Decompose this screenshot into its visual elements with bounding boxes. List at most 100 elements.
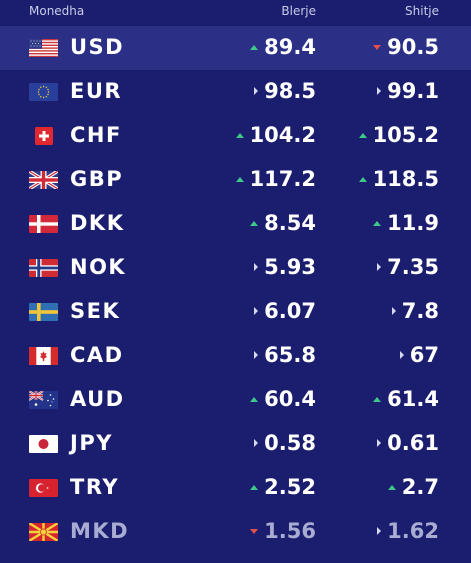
buy-value: 98.5 (264, 79, 316, 103)
currency-code: MKD (70, 519, 130, 543)
sell-value: 90.5 (387, 35, 439, 59)
sell-rate: 11.9 (373, 211, 439, 235)
trend-up-icon (358, 132, 367, 138)
rate-row-gbp[interactable]: GBP 117.2 118.5 (0, 158, 471, 202)
trend-flat-icon (377, 439, 382, 447)
sell-rate: 90.5 (373, 35, 439, 59)
trend-up-icon (373, 396, 382, 402)
trend-flat-icon (254, 87, 259, 95)
header-buy: Blerje (281, 4, 316, 18)
trend-flat-icon (254, 351, 259, 359)
rate-row-eur[interactable]: EUR 98.5 99.1 (0, 70, 471, 114)
trend-flat-icon (254, 263, 259, 271)
rate-row-sek[interactable]: SEK 6.07 7.8 (0, 290, 471, 334)
trend-up-icon (373, 220, 382, 226)
buy-rate: 0.58 (254, 431, 316, 455)
rate-row-jpy[interactable]: JPY 0.58 0.61 (0, 422, 471, 466)
trend-up-icon (250, 44, 259, 50)
currency-code: CAD (70, 343, 124, 367)
buy-rate: 5.93 (254, 255, 316, 279)
tr-flag-icon (29, 479, 58, 497)
sell-value: 118.5 (372, 167, 439, 191)
gb-flag-icon (29, 171, 58, 189)
sell-rate: 118.5 (358, 167, 439, 191)
sell-rate: 7.8 (391, 299, 439, 323)
buy-value: 60.4 (264, 387, 316, 411)
sell-value: 105.2 (372, 123, 439, 147)
header-currency: Monedha (29, 4, 85, 18)
sell-value: 2.7 (401, 475, 439, 499)
sell-rate: 1.62 (377, 519, 439, 543)
currency-code: GBP (70, 167, 124, 191)
buy-rate: 1.56 (250, 519, 316, 543)
table-header: Monedha Blerje Shitje (0, 0, 471, 26)
buy-value: 5.93 (264, 255, 316, 279)
buy-value: 65.8 (264, 343, 316, 367)
trend-up-icon (235, 132, 244, 138)
trend-flat-icon (377, 527, 382, 535)
buy-value: 1.56 (264, 519, 316, 543)
sell-rate: 7.35 (377, 255, 439, 279)
buy-rate: 89.4 (250, 35, 316, 59)
ca-flag-icon (29, 347, 58, 365)
buy-rate: 60.4 (250, 387, 316, 411)
currency-code: NOK (70, 255, 127, 279)
rate-row-mkd[interactable]: MKD 1.56 1.62 (0, 510, 471, 554)
eu-flag-icon (29, 83, 58, 101)
sell-value: 0.61 (387, 431, 439, 455)
sell-value: 7.35 (387, 255, 439, 279)
buy-value: 2.52 (264, 475, 316, 499)
trend-flat-icon (254, 307, 259, 315)
rate-row-cad[interactable]: CAD 65.8 67 (0, 334, 471, 378)
buy-value: 104.2 (249, 123, 316, 147)
sell-rate: 99.1 (377, 79, 439, 103)
trend-up-icon (235, 176, 244, 182)
dk-flag-icon (29, 215, 58, 233)
rate-row-aud[interactable]: AUD 60.4 61.4 (0, 378, 471, 422)
sell-value: 7.8 (401, 299, 439, 323)
au-flag-icon (29, 391, 58, 409)
buy-rate: 65.8 (254, 343, 316, 367)
buy-rate: 2.52 (250, 475, 316, 499)
sell-value: 99.1 (387, 79, 439, 103)
sell-rate: 105.2 (358, 123, 439, 147)
jp-flag-icon (29, 435, 58, 453)
buy-value: 0.58 (264, 431, 316, 455)
trend-up-icon (358, 176, 367, 182)
buy-rate: 104.2 (235, 123, 316, 147)
sell-value: 61.4 (387, 387, 439, 411)
buy-value: 6.07 (264, 299, 316, 323)
sell-rate: 61.4 (373, 387, 439, 411)
currency-code: JPY (70, 431, 113, 455)
currency-code: USD (70, 35, 125, 59)
sell-value: 11.9 (387, 211, 439, 235)
us-flag-icon (29, 39, 58, 57)
buy-rate: 8.54 (250, 211, 316, 235)
no-flag-icon (29, 259, 58, 277)
trend-flat-icon (399, 351, 404, 359)
rate-row-usd[interactable]: USD 89.4 90.5 (0, 26, 471, 70)
buy-rate: 98.5 (254, 79, 316, 103)
rate-row-chf[interactable]: CHF 104.2 105.2 (0, 114, 471, 158)
currency-code: SEK (70, 299, 121, 323)
se-flag-icon (29, 303, 58, 321)
rate-row-try[interactable]: TRY 2.52 2.7 (0, 466, 471, 510)
trend-up-icon (387, 484, 396, 490)
buy-rate: 6.07 (254, 299, 316, 323)
buy-rate: 117.2 (235, 167, 316, 191)
rates-list: USD 89.4 90.5 (0, 26, 471, 554)
buy-value: 117.2 (249, 167, 316, 191)
sell-rate: 0.61 (377, 431, 439, 455)
currency-code: AUD (70, 387, 125, 411)
currency-code: DKK (70, 211, 125, 235)
currency-code: TRY (70, 475, 120, 499)
rate-row-dkk[interactable]: DKK 8.54 11.9 (0, 202, 471, 246)
trend-up-icon (250, 484, 259, 490)
rate-row-nok[interactable]: NOK 5.93 7.35 (0, 246, 471, 290)
trend-flat-icon (377, 263, 382, 271)
trend-flat-icon (254, 439, 259, 447)
sell-value: 1.62 (387, 519, 439, 543)
sell-rate: 67 (399, 343, 439, 367)
ch-flag-icon (35, 127, 53, 145)
